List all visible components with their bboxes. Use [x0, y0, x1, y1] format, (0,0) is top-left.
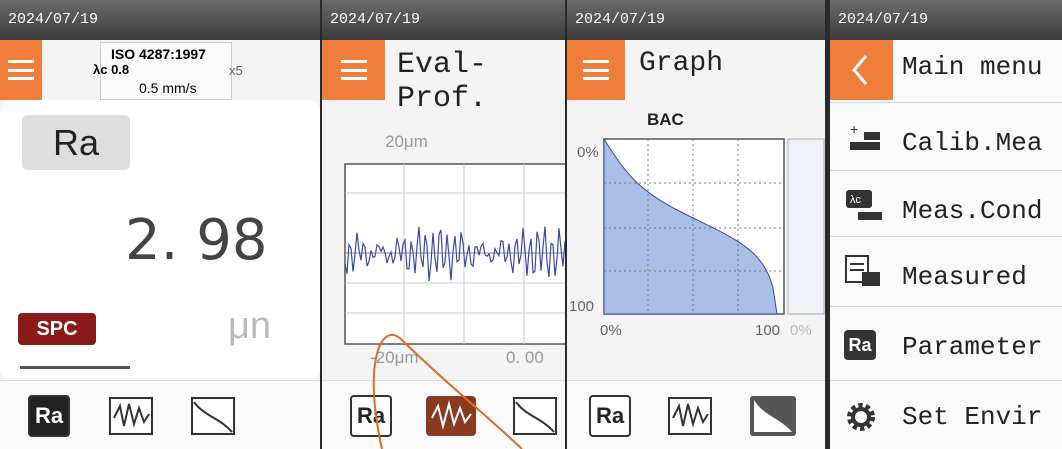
parameter-button[interactable]: Ra: [22, 115, 130, 170]
spc-badge[interactable]: SPC: [18, 313, 96, 345]
tab-ra[interactable]: Ra: [589, 395, 631, 437]
date: 2024/07/19: [322, 0, 565, 40]
calib-icon: +: [844, 120, 884, 154]
screen-title: Graph: [639, 48, 723, 79]
menu-button[interactable]: [322, 40, 385, 100]
date: 2024/07/19: [830, 0, 1062, 40]
scrollbar: [20, 366, 130, 369]
x-end-label: 100: [755, 322, 780, 339]
cutoff: λc 0.8: [93, 62, 129, 77]
condition-box: ISO 4287:1997 λc 0.8 x5 0.5 mm/s: [100, 42, 232, 100]
x-next-label: 0%: [790, 322, 812, 339]
date: 2024/07/19: [0, 0, 320, 40]
unit: μn: [228, 305, 271, 348]
measure-panel: 2024/07/19 ISO 4287:1997 λc 0.8 x5 0.5 m…: [0, 0, 320, 449]
range: x5: [229, 63, 243, 78]
menu-item[interactable]: Meas.Cond: [902, 196, 1042, 226]
menu-button[interactable]: [567, 40, 625, 100]
x-start-label: 0%: [600, 322, 622, 339]
value: 2. 98: [125, 208, 268, 273]
tab-profile[interactable]: [108, 396, 154, 436]
menu-button[interactable]: [0, 40, 42, 100]
tab-bac[interactable]: [750, 396, 796, 436]
annotation-stroke: [362, 300, 562, 449]
menu-item[interactable]: Set Envir: [902, 402, 1042, 432]
back-button[interactable]: [830, 40, 893, 100]
tab-bac[interactable]: [190, 396, 236, 436]
chart-title: BAC: [647, 110, 684, 130]
speed: 0.5 mm/s: [139, 80, 197, 96]
screen-title: Eval-Prof.: [397, 48, 565, 116]
menu-item[interactable]: Calib.Mea: [902, 128, 1042, 158]
menu-item[interactable]: Measured: [902, 262, 1027, 292]
y-top-label: 0%: [577, 144, 599, 161]
cond-icon: λc: [844, 188, 884, 222]
profile-panel: 2024/07/19 Eval-Prof. 20μm -20μm 0. 00 R…: [322, 0, 565, 449]
data-icon: [844, 254, 884, 288]
tab-ra[interactable]: Ra: [28, 395, 70, 437]
menu-item[interactable]: Parameter: [902, 332, 1042, 362]
bac-chart: [603, 138, 825, 316]
svg-text:λc: λc: [850, 194, 862, 206]
y-bottom-label: 100: [569, 298, 594, 315]
screen: 2024/07/19 ISO 4287:1997 λc 0.8 x5 0.5 m…: [0, 0, 1062, 449]
settings-icon: [844, 400, 878, 434]
date: 2024/07/19: [567, 0, 825, 40]
tab-profile[interactable]: [667, 396, 713, 436]
screen-title: Main menu: [902, 52, 1042, 82]
standard: ISO 4287:1997: [111, 46, 206, 62]
y-top-label: 20μm: [385, 132, 428, 152]
graph-panel: 2024/07/19 Graph BAC 0% 100 0% 100 0% Ra: [567, 0, 825, 449]
main-menu-panel: 2024/07/19 Main menu + Calib.Mea λc Meas…: [830, 0, 1062, 449]
svg-text:+: +: [850, 121, 858, 137]
param-icon: Ra: [844, 330, 876, 360]
